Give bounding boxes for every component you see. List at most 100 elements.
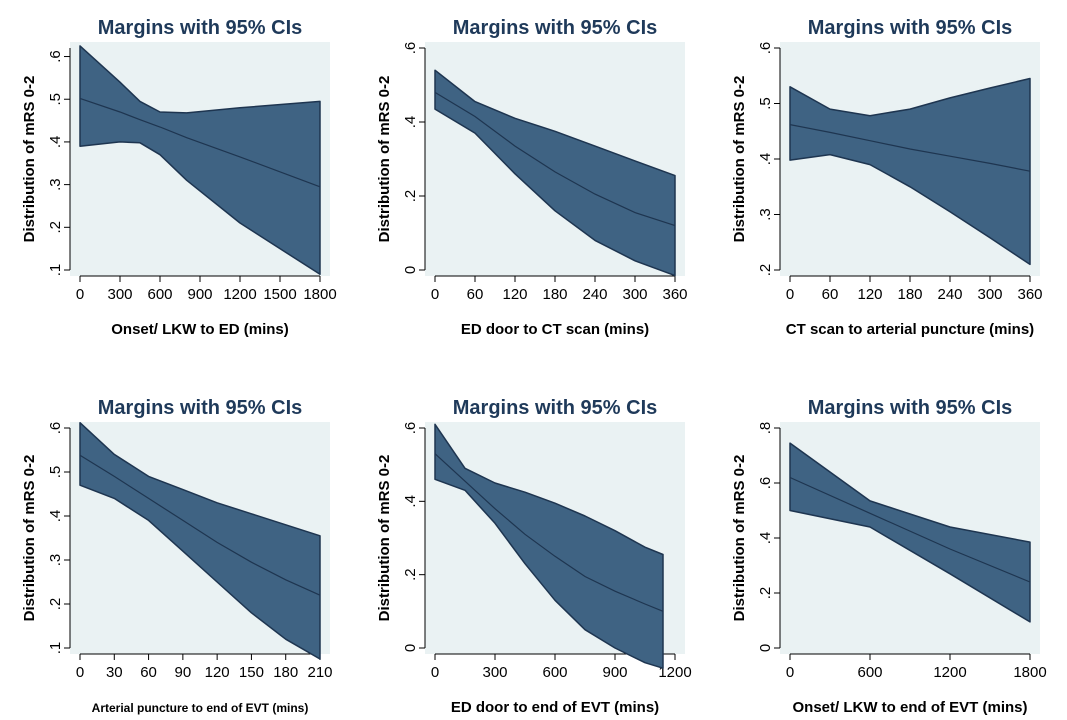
fit-line bbox=[79, 454, 321, 596]
x-axis-label: ED door to CT scan (mins) bbox=[461, 321, 649, 338]
fit-line bbox=[434, 453, 664, 612]
x-tick-label: 0 bbox=[786, 286, 794, 303]
y-tick-label: .4 bbox=[402, 116, 419, 129]
y-tick-label: .2 bbox=[47, 598, 64, 611]
y-tick-label: .4 bbox=[47, 510, 64, 523]
chart-svg: Margins with 95% CIs Distribution of mRS … bbox=[731, 17, 1043, 338]
x-tick-label: 30 bbox=[106, 664, 123, 681]
x-tick-label: 180 bbox=[273, 664, 298, 681]
y-tick-label: .6 bbox=[757, 42, 774, 55]
x-axis-label: Arterial puncture to end of EVT (mins) bbox=[92, 701, 309, 715]
x-tick-label: 90 bbox=[175, 664, 192, 681]
y-tick-label: .8 bbox=[757, 422, 774, 435]
chart-svg: Margins with 95% CIs Distribution of mRS … bbox=[21, 17, 337, 338]
y-tick-label: 0 bbox=[402, 644, 419, 652]
chart-title: Margins with 95% CIs bbox=[453, 397, 658, 419]
x-tick-label: 1500 bbox=[263, 286, 296, 303]
x-tick-label: 300 bbox=[482, 664, 507, 681]
x-tick-label: 120 bbox=[502, 286, 527, 303]
ci-band bbox=[434, 423, 664, 669]
chart-panel-puncture-to-evt: Margins with 95% CIs Distribution of mRS … bbox=[0, 360, 355, 720]
x-tick-label: 210 bbox=[307, 664, 332, 681]
x-tick-label: 600 bbox=[147, 286, 172, 303]
ci-band bbox=[789, 442, 1031, 623]
chart-panel-door-to-ct: Margins with 95% CIs Distribution of mRS … bbox=[355, 0, 710, 360]
x-axis-label: Onset/ LKW to ED (mins) bbox=[111, 321, 289, 338]
y-axis-label: Distribution of mRS 0-2 bbox=[731, 76, 748, 243]
x-tick-label: 240 bbox=[937, 286, 962, 303]
fit-line bbox=[789, 476, 1031, 583]
y-tick-label: .2 bbox=[47, 221, 64, 234]
y-axis-label: Distribution of mRS 0-2 bbox=[731, 455, 748, 622]
y-axis-label: Distribution of mRS 0-2 bbox=[376, 76, 393, 243]
x-tick-label: 1200 bbox=[223, 286, 256, 303]
x-tick-label: 150 bbox=[239, 664, 264, 681]
y-tick-label: .2 bbox=[757, 587, 774, 600]
ci-band bbox=[434, 69, 676, 277]
chart-svg: Margins with 95% CIs Distribution of mRS … bbox=[21, 397, 333, 715]
x-tick-label: 60 bbox=[822, 286, 839, 303]
chart-panel-door-to-evt: Margins with 95% CIs Distribution of mRS … bbox=[355, 360, 710, 720]
x-tick-label: 1200 bbox=[933, 664, 966, 681]
ci-band bbox=[79, 45, 321, 276]
y-tick-label: .6 bbox=[402, 422, 419, 435]
y-tick-label: .2 bbox=[402, 190, 419, 203]
y-tick-label: .4 bbox=[757, 532, 774, 545]
y-tick-label: 0 bbox=[402, 266, 419, 274]
x-tick-label: 120 bbox=[857, 286, 882, 303]
x-tick-label: 60 bbox=[467, 286, 484, 303]
chart-panel-onset-to-ed: Margins with 95% CIs Distribution of mRS … bbox=[0, 0, 355, 360]
x-tick-label: 600 bbox=[542, 664, 567, 681]
x-axis-label: ED door to end of EVT (mins) bbox=[451, 699, 659, 716]
chart-title: Margins with 95% CIs bbox=[808, 17, 1013, 39]
x-tick-label: 0 bbox=[431, 286, 439, 303]
y-tick-label: .4 bbox=[757, 153, 774, 166]
chart-title: Margins with 95% CIs bbox=[808, 397, 1013, 419]
chart-title: Margins with 95% CIs bbox=[453, 17, 658, 39]
chart-panel-ct-to-puncture: Margins with 95% CIs Distribution of mRS … bbox=[710, 0, 1065, 360]
x-tick-label: 360 bbox=[662, 286, 687, 303]
x-tick-label: 300 bbox=[622, 286, 647, 303]
chart-svg: Margins with 95% CIs Distribution of mRS … bbox=[376, 17, 688, 338]
y-tick-label: .3 bbox=[47, 178, 64, 191]
y-tick-label: .6 bbox=[402, 42, 419, 55]
fit-line bbox=[79, 97, 321, 188]
x-tick-label: 60 bbox=[140, 664, 157, 681]
y-tick-label: 0 bbox=[757, 644, 774, 652]
x-tick-label: 120 bbox=[205, 664, 230, 681]
chart-title: Margins with 95% CIs bbox=[98, 17, 303, 39]
y-tick-label: .2 bbox=[757, 264, 774, 277]
x-tick-label: 1200 bbox=[658, 664, 691, 681]
ci-band bbox=[79, 421, 321, 660]
x-tick-label: 0 bbox=[431, 664, 439, 681]
y-axis-label: Distribution of mRS 0-2 bbox=[376, 455, 393, 622]
x-tick-label: 0 bbox=[786, 664, 794, 681]
x-tick-label: 240 bbox=[582, 286, 607, 303]
y-tick-label: .3 bbox=[47, 554, 64, 567]
x-tick-label: 900 bbox=[602, 664, 627, 681]
y-tick-label: .1 bbox=[47, 264, 64, 277]
y-tick-label: .5 bbox=[757, 97, 774, 110]
x-tick-label: 0 bbox=[76, 286, 84, 303]
y-tick-label: .6 bbox=[757, 477, 774, 490]
ci-band bbox=[789, 77, 1031, 266]
x-tick-label: 300 bbox=[977, 286, 1002, 303]
fit-line bbox=[434, 91, 676, 227]
y-axis-label: Distribution of mRS 0-2 bbox=[21, 76, 38, 243]
chart-panel-onset-to-evt: Margins with 95% CIs Distribution of mRS … bbox=[710, 360, 1065, 720]
y-axis-label: Distribution of mRS 0-2 bbox=[21, 455, 38, 622]
y-tick-label: .4 bbox=[402, 495, 419, 508]
x-tick-label: 300 bbox=[107, 286, 132, 303]
chart-title: Margins with 95% CIs bbox=[98, 397, 303, 419]
x-tick-label: 180 bbox=[897, 286, 922, 303]
x-axis-label: CT scan to arterial puncture (mins) bbox=[786, 321, 1034, 338]
y-tick-label: .5 bbox=[47, 466, 64, 479]
x-tick-label: 600 bbox=[857, 664, 882, 681]
x-tick-label: 1800 bbox=[303, 286, 336, 303]
y-tick-label: .1 bbox=[47, 642, 64, 655]
x-axis-label: Onset/ LKW to end of EVT (mins) bbox=[793, 699, 1028, 716]
x-tick-label: 1800 bbox=[1013, 664, 1046, 681]
chart-svg: Margins with 95% CIs Distribution of mRS … bbox=[376, 397, 692, 716]
y-tick-label: .6 bbox=[47, 422, 64, 435]
y-tick-label: .4 bbox=[47, 136, 64, 149]
